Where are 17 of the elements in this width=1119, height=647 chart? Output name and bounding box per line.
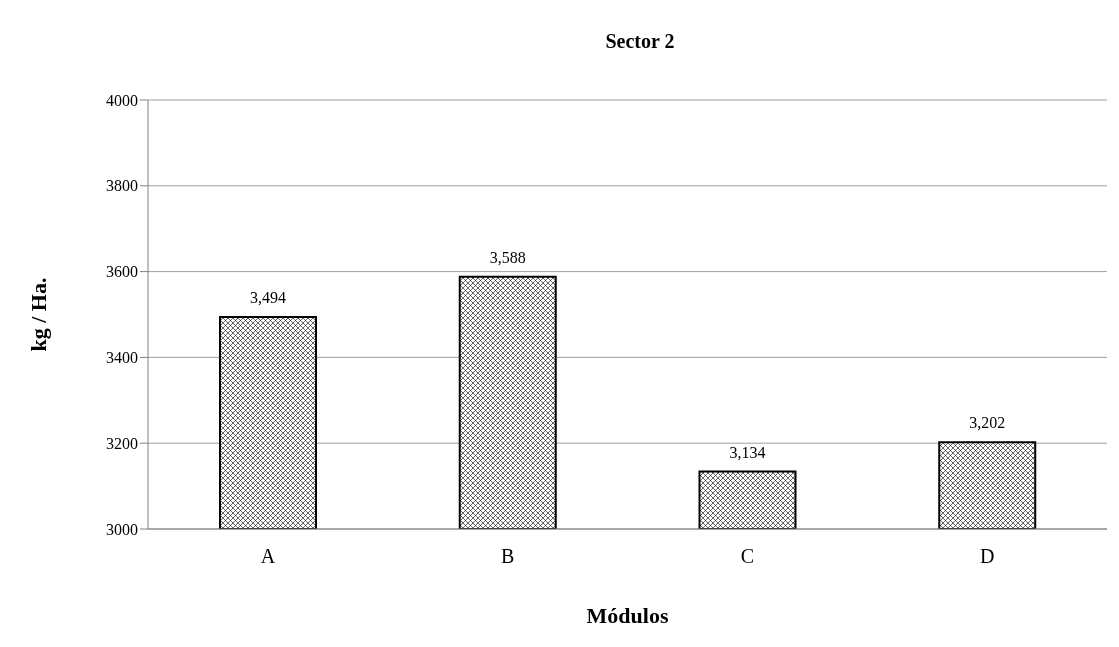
y-axis-title: kg / Ha.: [25, 277, 51, 352]
y-tick-label: 3600: [106, 263, 138, 281]
y-tick-label: 3800: [106, 177, 138, 195]
y-tick-label: 4000: [106, 91, 138, 109]
x-tick-label: D: [979, 545, 995, 568]
x-tick-label: C: [740, 545, 755, 568]
x-tick-label: B: [500, 545, 515, 568]
y-tick-label: 3400: [106, 349, 138, 367]
data-label: 3,588: [489, 248, 526, 266]
x-tick-label: A: [260, 545, 276, 568]
chart-title: Sector 2: [604, 30, 676, 53]
data-label: 3,202: [969, 414, 1006, 432]
y-tick-label: 3200: [106, 434, 138, 452]
y-tick-label: 3000: [106, 520, 138, 538]
data-label: 3,134: [729, 443, 766, 461]
data-label: 3,494: [250, 289, 286, 307]
x-axis-title: Módulos: [586, 603, 669, 628]
